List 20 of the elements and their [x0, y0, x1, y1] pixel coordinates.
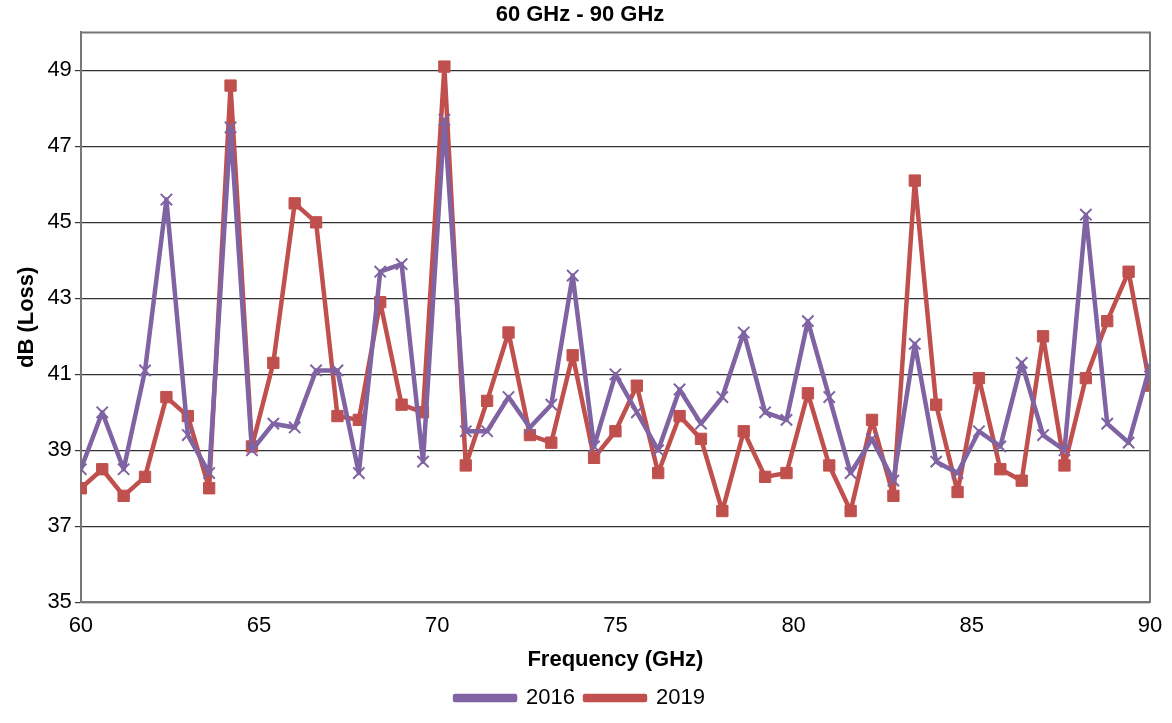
- y-tick-label: 43: [47, 284, 72, 310]
- x-tick-label: 90: [1137, 612, 1163, 638]
- legend-label: 2016: [526, 684, 576, 710]
- y-tick-label: 37: [47, 512, 72, 538]
- y-tick-label: 47: [47, 132, 72, 158]
- y-tick-label: 39: [47, 436, 72, 462]
- y-tick-label: 45: [47, 208, 72, 234]
- x-tick-label: 85: [959, 612, 985, 638]
- x-tick-label: 70: [425, 612, 450, 638]
- x-axis-title: Frequency (GHz): [527, 645, 704, 671]
- y-axis-title: dB (Loss): [13, 266, 39, 369]
- x-tick-label: 65: [246, 612, 272, 638]
- x-tick-label: 80: [781, 612, 806, 638]
- legend-label: 2019: [656, 684, 705, 710]
- x-tick-label: 60: [68, 612, 94, 638]
- y-tick-label: 35: [47, 588, 72, 614]
- chart-title: 60 GHz - 90 GHz: [495, 1, 665, 27]
- x-tick-label: 75: [603, 612, 628, 638]
- y-tick-label: 41: [47, 360, 72, 386]
- y-tick-label: 49: [47, 56, 72, 82]
